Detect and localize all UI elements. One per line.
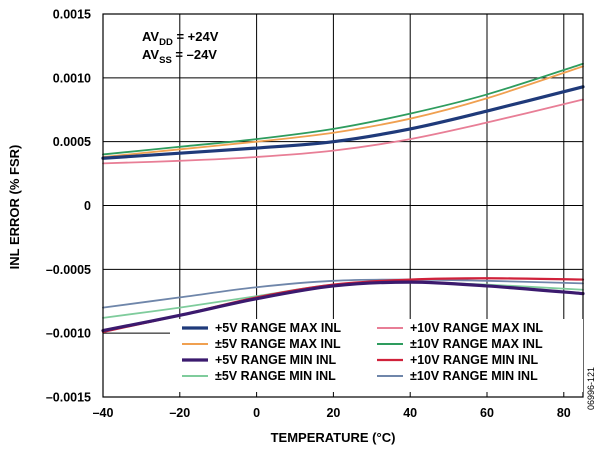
y-tick-label: 0.0010: [53, 71, 91, 85]
x-tick-label: 60: [480, 406, 494, 420]
series-line-p5v-range-max-inl: [101, 85, 585, 160]
x-tick-label: 0: [253, 406, 260, 420]
y-tick-label: 0.0015: [53, 8, 91, 22]
y-tick-labels: 0.0015 0.0010 0.0005 0 –0.0005 –0.0010 –0.0015: [46, 8, 91, 405]
legend-background: [170, 319, 583, 392]
avdd-label: AVDD = +24V: [142, 29, 219, 48]
series-line-p10v-range-max-inl: [102, 98, 584, 165]
series-line-pm5v-range-max-inl: [102, 65, 584, 158]
x-tick-label: 40: [403, 406, 417, 420]
legend-label: +5V RANGE MAX INL: [215, 321, 341, 335]
legend-label: +5V RANGE MIN INL: [215, 353, 337, 367]
x-tick-label: 80: [557, 406, 571, 420]
series-line-pm10v-range-max-inl: [102, 62, 584, 156]
series-line-p5v-range-min-inl: [101, 280, 585, 333]
figure-id: 06996-121: [586, 367, 596, 410]
legend-label: +10V RANGE MIN INL: [410, 353, 539, 367]
x-tick-label: –40: [93, 406, 114, 420]
legend-label: +10V RANGE MAX INL: [410, 321, 543, 335]
supply-annotation: AVDD = +24V AVSS = –24V: [142, 29, 219, 66]
x-tick-labels: –40 –20 0 20 40 60 80: [93, 406, 571, 420]
y-tick-label: –0.0005: [46, 263, 91, 277]
legend-label: ±5V RANGE MIN INL: [215, 369, 336, 383]
legend-label: ±5V RANGE MAX INL: [215, 337, 341, 351]
y-tick-label: 0.0005: [53, 135, 91, 149]
y-tick-label: –0.0015: [46, 391, 91, 405]
y-tick-label: 0: [84, 199, 91, 213]
series-line-pm10v-range-min-inl: [102, 278, 584, 309]
legend-label: ±10V RANGE MAX INL: [410, 337, 543, 351]
series-lines: [101, 62, 585, 333]
plot-frame: [102, 13, 584, 398]
x-tick-label: 20: [326, 406, 340, 420]
x-tick-label: –20: [169, 406, 190, 420]
avss-label: AVSS = –24V: [142, 47, 217, 66]
x-axis-title: TEMPERATURE (°C): [271, 430, 396, 445]
y-axis-title: INL ERROR (% FSR): [7, 145, 22, 270]
legend-label: ±10V RANGE MIN INL: [410, 369, 538, 383]
y-tick-label: –0.0010: [46, 327, 91, 341]
legend: +5V RANGE MAX INL ±5V RANGE MAX INL +5V RA…: [170, 319, 583, 392]
